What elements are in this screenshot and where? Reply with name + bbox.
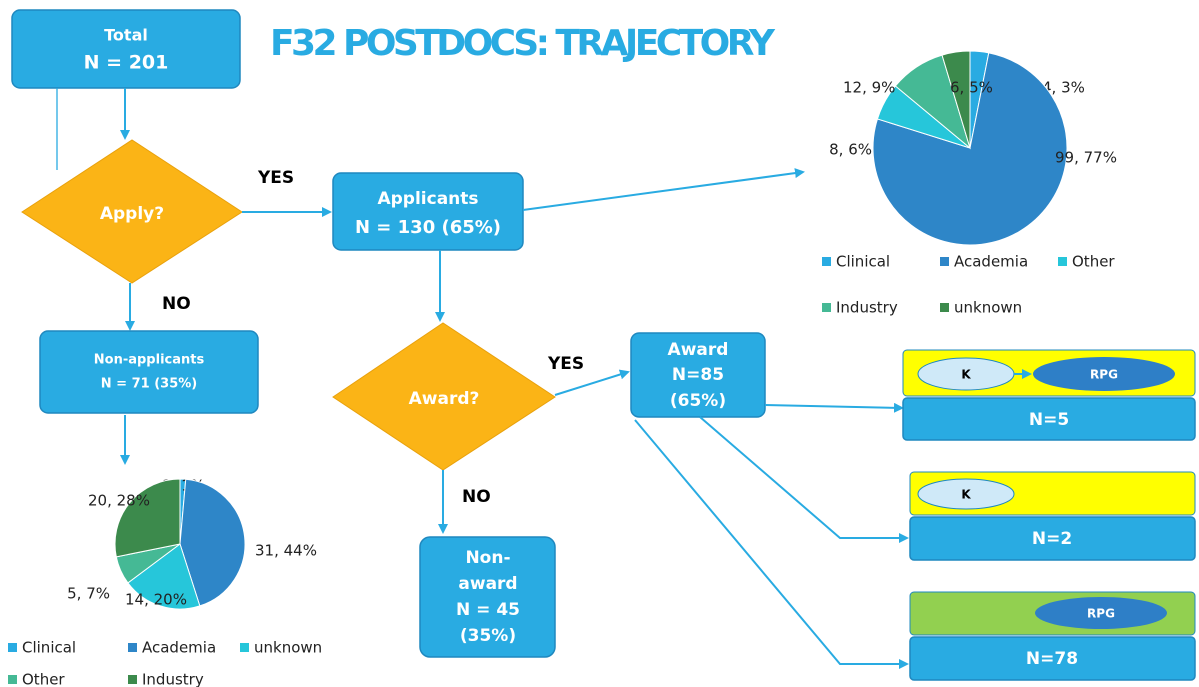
legend-label: unknown: [254, 639, 322, 657]
legend-label: unknown: [954, 299, 1022, 317]
legend-swatch: [8, 643, 17, 652]
legend-swatch: [1058, 257, 1067, 266]
legend-label: Other: [1072, 253, 1115, 271]
node-text: (35%): [460, 626, 516, 646]
title: F32 POSTDOCS: TRAJECTORY: [270, 23, 776, 64]
total-box: [11, 9, 241, 89]
legend-swatch: [940, 303, 949, 312]
legend-label: Academia: [954, 253, 1028, 271]
legend-swatch: [128, 643, 137, 652]
legend-label: Clinical: [22, 639, 76, 657]
slice-label: 31, 44%: [255, 542, 317, 560]
node-text: N = 130 (65%): [355, 217, 501, 238]
outcome-box: [902, 397, 1196, 441]
legend-label: Clinical: [836, 253, 890, 271]
legend-swatch: [822, 303, 831, 312]
pie-slice: [941, 50, 971, 149]
legend-swatch: [940, 257, 949, 266]
node-text: Total: [104, 26, 148, 45]
slice-label: 14, 20%: [125, 591, 187, 609]
pie-slice: [114, 478, 181, 558]
legend-label: Industry: [142, 671, 204, 687]
legend-label: Academia: [142, 639, 216, 657]
decision-text: Apply?: [100, 204, 164, 224]
award-box: [630, 332, 766, 418]
ellipse: [1033, 357, 1175, 391]
non-applicants-box: [39, 330, 259, 414]
slice-label: 4, 3%: [1042, 79, 1085, 97]
arrow: [699, 416, 909, 543]
outcome-box: [909, 516, 1196, 561]
node-text: Non-applicants: [94, 353, 205, 368]
non-award-box: [419, 536, 556, 658]
ellipse-text: RPG: [1087, 607, 1115, 621]
node-text: Applicants: [377, 189, 478, 209]
arrow: [764, 402, 904, 413]
ellipse-text: K: [961, 488, 971, 502]
outcome-text: N=5: [1029, 410, 1069, 430]
arrow: [554, 369, 630, 396]
legend-label: Other: [22, 671, 65, 687]
node-text: N = 45: [456, 600, 520, 620]
node-text: Award: [668, 340, 729, 360]
ellipse-text: K: [961, 368, 971, 382]
outcome-text: N=2: [1032, 529, 1072, 549]
decision-text: Award?: [409, 389, 480, 409]
pie-slice: [127, 543, 201, 610]
ellipse-text: RPG: [1090, 368, 1118, 382]
legend-label: Industry: [836, 299, 898, 317]
node-text: Non-: [465, 548, 510, 568]
edge-label: NO: [162, 294, 191, 314]
edge-label: YES: [547, 354, 584, 374]
ellipse: [917, 478, 1015, 510]
legend-swatch: [8, 675, 17, 684]
edge-label: NO: [462, 487, 491, 507]
ellipse: [1035, 597, 1167, 629]
legend-swatch: [128, 675, 137, 684]
node-text: (65%): [670, 391, 726, 411]
legend-swatch: [822, 257, 831, 266]
node-text: award: [458, 574, 517, 594]
outcome-box: [909, 636, 1196, 681]
applicants-box: [332, 172, 524, 251]
edge-label: YES: [257, 168, 294, 188]
outcome-text: N=78: [1026, 649, 1078, 669]
decision: [332, 322, 556, 471]
node-text: N = 201: [84, 52, 169, 74]
slice-label: 99, 77%: [1055, 149, 1117, 167]
pie-slice: [872, 52, 1068, 246]
node-text: N = 71 (35%): [101, 377, 197, 392]
arrow: [522, 168, 805, 211]
slice-label: 8, 6%: [829, 141, 872, 159]
slice-label: 6, 5%: [950, 79, 993, 97]
slice-label: 20, 28%: [88, 492, 150, 510]
arrow: [634, 419, 909, 669]
slice-label: 12, 9%: [843, 79, 895, 97]
legend-swatch: [240, 643, 249, 652]
node-text: N=85: [672, 365, 724, 385]
pie-slice: [179, 478, 246, 607]
slice-label: 5, 7%: [67, 585, 110, 603]
